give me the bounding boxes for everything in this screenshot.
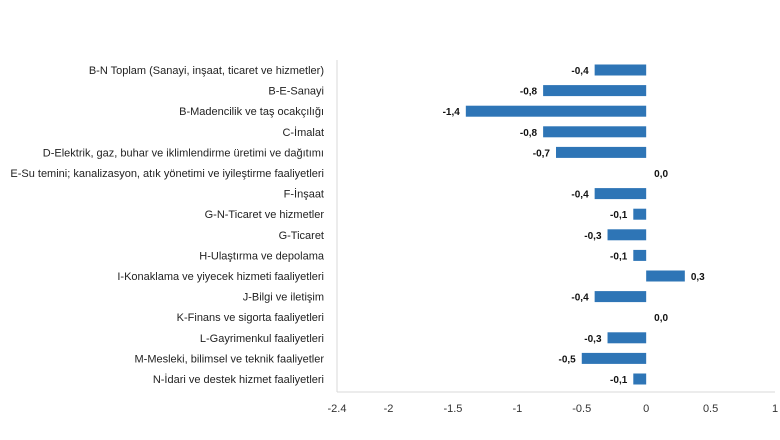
bar bbox=[556, 146, 647, 158]
value-label: -0,1 bbox=[610, 251, 628, 262]
category-label: N-İdari ve destek hizmet faaliyetleri bbox=[153, 373, 324, 386]
x-tick-labels: -2.4 -2 -1.5 -1 -0.5 0 0.5 1 bbox=[328, 403, 779, 415]
category-label: E-Su temini; kanalizasyon, atık yönetimi… bbox=[10, 168, 324, 180]
bar bbox=[607, 229, 647, 241]
value-label: -0,7 bbox=[533, 148, 551, 159]
category-label: G-N-Ticaret ve hizmetler bbox=[205, 209, 325, 221]
bar bbox=[607, 332, 647, 344]
value-label: -0,3 bbox=[584, 334, 602, 345]
category-label: F-İnşaat bbox=[284, 188, 324, 201]
x-tick-label: -2.4 bbox=[328, 403, 347, 415]
value-label: 0,3 bbox=[691, 272, 705, 283]
bar bbox=[581, 352, 647, 364]
x-tick-label: -2 bbox=[384, 403, 394, 415]
bar bbox=[594, 64, 647, 76]
x-tick-label: -1.5 bbox=[443, 403, 462, 415]
value-label: 0,0 bbox=[654, 169, 668, 180]
category-label: M-Mesleki, bilimsel ve teknik faaliyetle… bbox=[135, 353, 325, 365]
bar bbox=[594, 188, 647, 200]
value-label: -0,1 bbox=[610, 210, 628, 221]
value-label: -0,8 bbox=[520, 87, 538, 98]
bar bbox=[633, 208, 647, 220]
bar bbox=[465, 105, 647, 117]
bar bbox=[646, 270, 685, 282]
bar bbox=[633, 249, 647, 261]
category-label: C-İmalat bbox=[282, 126, 324, 139]
x-tick-label: 1 bbox=[772, 403, 778, 415]
value-label: -0,4 bbox=[571, 66, 589, 77]
category-label: I-Konaklama ve yiyecek hizmeti faaliyetl… bbox=[117, 271, 324, 283]
value-label: -0,1 bbox=[610, 375, 628, 386]
value-label: -0,4 bbox=[571, 293, 589, 304]
value-label: -1,4 bbox=[443, 107, 461, 118]
value-label: -0,5 bbox=[559, 354, 577, 365]
value-labels: -0,4 -0,8 -1,4 -0,8 -0,7 0,0 -0,4 -0,1 -0,3 -0,1 0… bbox=[443, 66, 706, 386]
x-tick-label: -1 bbox=[512, 403, 522, 415]
bar bbox=[594, 291, 647, 303]
category-label: G-Ticaret bbox=[279, 230, 324, 242]
bars-layer bbox=[465, 64, 685, 385]
bar bbox=[543, 85, 647, 97]
category-label: B-N Toplam (Sanayi, inşaat, ticaret ve h… bbox=[89, 65, 324, 77]
category-label: D-Elektrik, gaz, buhar ve iklimlendirme … bbox=[43, 147, 324, 159]
category-label: H-Ulaştırma ve depolama bbox=[199, 250, 325, 262]
x-tick-label: 0 bbox=[643, 403, 649, 415]
x-tick-label: 0.5 bbox=[703, 403, 718, 415]
value-label: -0,8 bbox=[520, 128, 538, 139]
category-label: B-Madencilik ve taş ocakçılığı bbox=[179, 106, 324, 118]
value-label: -0,3 bbox=[584, 231, 602, 242]
category-label: J-Bilgi ve iletişim bbox=[243, 292, 324, 304]
category-label: L-Gayrimenkul faaliyetleri bbox=[200, 333, 324, 345]
category-labels: B-N Toplam (Sanayi, inşaat, ticaret ve h… bbox=[10, 65, 325, 386]
value-label: 0,0 bbox=[654, 313, 668, 324]
category-label: K-Finans ve sigorta faaliyetleri bbox=[177, 312, 324, 324]
bar bbox=[633, 373, 647, 385]
x-tick-label: -0.5 bbox=[572, 403, 591, 415]
category-label: B-E-Sanayi bbox=[268, 86, 324, 98]
bar bbox=[543, 126, 647, 138]
value-label: -0,4 bbox=[571, 190, 589, 201]
